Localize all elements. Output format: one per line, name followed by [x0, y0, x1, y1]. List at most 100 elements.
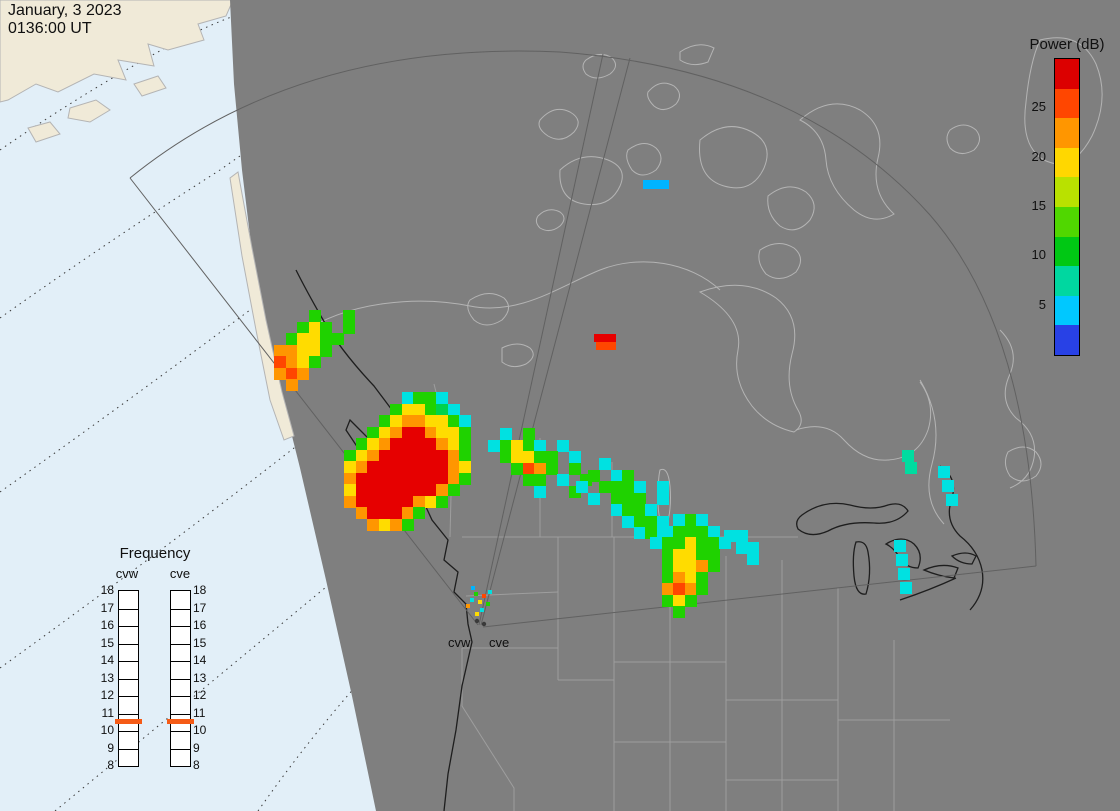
lake-ontario-outline [950, 552, 977, 565]
frequency-scale-tick [171, 678, 190, 680]
fov-outer-arc [129, 50, 1037, 567]
colorbar-segment [1055, 236, 1079, 267]
frequency-scale-tick [171, 696, 190, 697]
labrador-coastline [919, 379, 945, 525]
colorbar-segment [1055, 118, 1079, 148]
fov-right-edge [482, 565, 1037, 628]
alaska-landmass [0, 0, 234, 143]
colorbar-segment [1055, 295, 1079, 326]
frequency-scale-tick [171, 748, 190, 750]
frequency-tick-label-right: 15 [193, 635, 207, 650]
radar-fov-region [230, 0, 1120, 811]
fov-mid-line [478, 53, 604, 626]
arctic-islands [535, 44, 980, 279]
frequency-scale-tick [171, 713, 190, 715]
colorbar-segment [1055, 59, 1079, 89]
hudson-bay-outline [698, 284, 802, 433]
lake-outline [501, 343, 534, 368]
island-outline [535, 209, 565, 232]
island-outline [1004, 446, 1042, 482]
lake-outline [467, 293, 509, 326]
frequency-tick-label-left: 10 [100, 723, 114, 737]
lake-erie-outline [922, 564, 959, 579]
labrador-coastline [795, 381, 932, 461]
state-border [465, 591, 559, 597]
island-outline [679, 44, 715, 66]
frequency-scale-cvw [115, 590, 142, 767]
timestamp: January, 3 2023 0136:00 UT [8, 2, 122, 38]
colorbar-segment [1055, 325, 1079, 355]
frequency-tick-label-left: 14 [100, 653, 114, 667]
frequency-col-label-cve: cve [169, 566, 191, 581]
frequency-tick-label-right: 11 [193, 705, 206, 720]
colorbar-segment [1055, 177, 1079, 207]
radar-label-cvw: cvw [448, 635, 471, 650]
frequency-panel: Frequency cvw cve 18 18 17 17 16 16 15 15 14 14 13… [88, 545, 222, 783]
frequency-scale-tick [171, 643, 190, 645]
graticule-line [0, 263, 315, 493]
frequency-tick-label-left: 18 [100, 583, 114, 597]
frequency-scale-tick [171, 731, 190, 732]
frequency-scale-tick [119, 713, 138, 715]
radar-label-cve: cve [489, 635, 510, 650]
frequency-tick-label-left: 11 [101, 705, 114, 720]
timestamp-time: 0136:00 UT [8, 20, 92, 37]
colorbar-title: Power (dB) [1029, 36, 1105, 53]
frequency-tick-label-left: 15 [100, 635, 114, 650]
frequency-scale-tick [119, 748, 138, 750]
frequency-scale-tick [171, 608, 190, 610]
frequency-tick-label-right: 13 [193, 670, 207, 685]
island-outline [799, 103, 895, 220]
frequency-col-label-cvw: cvw [115, 566, 139, 581]
frequency-scale-tick [119, 626, 138, 627]
frequency-scale-tick [171, 626, 190, 627]
frequency-scale-tick [119, 608, 138, 610]
frequency-tick-label-right: 9 [193, 740, 200, 755]
frequency-scale-tick [119, 678, 138, 680]
frequency-marker-cvw [115, 718, 142, 724]
timestamp-date: January, 3 2023 [8, 2, 122, 19]
island-outline [133, 75, 167, 97]
fov-mid-line [480, 57, 631, 626]
frequency-scale-tick [171, 661, 190, 662]
frequency-tick-label-left: 12 [100, 688, 114, 702]
frequency-marker-cve [167, 718, 194, 724]
colorbar-body: 25 20 15 10 5 [1018, 58, 1116, 356]
frequency-tick-label-right: 8 [193, 758, 200, 772]
island-outline [626, 143, 662, 176]
bc-coast-strip [229, 171, 295, 441]
radar-site-dots [474, 618, 487, 627]
atlantic-coastline [999, 329, 1036, 489]
frequency-title: Frequency [119, 545, 191, 562]
frequency-scale-tick [119, 731, 138, 732]
frequency-tick-label-right: 17 [193, 600, 207, 615]
colorbar-tick-column: 25 20 15 10 5 [1018, 58, 1050, 354]
lake-superior-outline [796, 502, 909, 536]
colorbar-tick-label: 20 [1031, 148, 1046, 164]
frequency-scale-cve [167, 590, 194, 767]
island-outline [538, 108, 579, 140]
colorbar-segment [1055, 206, 1079, 237]
frequency-tick-label-right: 12 [193, 688, 207, 702]
frequency-tick-label-left: 16 [100, 618, 114, 632]
frequency-scale-tick [119, 643, 138, 645]
frequency-tick-label-left: 17 [100, 600, 114, 615]
east-coastline [899, 577, 957, 601]
arctic-coastline [299, 261, 721, 335]
pacific-coastline [295, 269, 473, 811]
colorbar-tick-label: 15 [1031, 198, 1046, 213]
island-outline [67, 99, 111, 123]
radar-dot-cvw [474, 618, 480, 624]
radar-fov-lines [129, 50, 1037, 628]
colorbar-segment [1055, 147, 1079, 178]
island-outline [946, 124, 980, 154]
frequency-tick-label-right: 10 [193, 723, 207, 737]
frequency-scale-tick [119, 696, 138, 697]
state-border [461, 648, 515, 811]
island-outline [27, 121, 61, 143]
colorbar-gradient [1054, 58, 1080, 356]
frequency-tick-label-right: 16 [193, 618, 207, 632]
alaska-coast [0, 0, 234, 103]
